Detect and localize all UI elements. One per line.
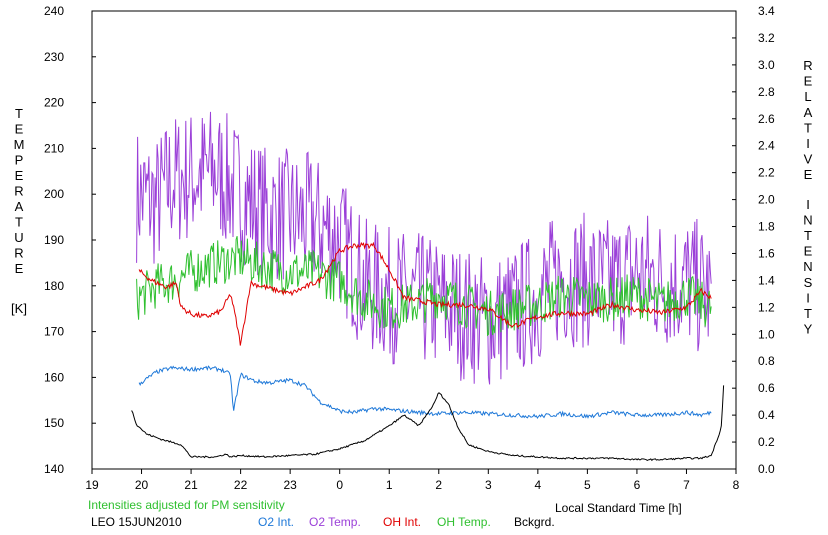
left-tick-label: 240 — [44, 4, 64, 18]
axis-label-letter: E — [15, 122, 24, 137]
left-tick-label: 230 — [44, 50, 64, 64]
left-axis-unit: [K] — [11, 301, 27, 316]
series-o2-temp — [136, 111, 712, 385]
axis-label-letter: S — [804, 275, 813, 290]
right-tick-label: 2.6 — [758, 112, 775, 126]
x-axis-label: Local Standard Time [h] — [555, 501, 682, 515]
x-tick-label: 23 — [283, 478, 297, 492]
axis-label-letter: A — [804, 105, 813, 120]
x-tick-label: 21 — [184, 478, 198, 492]
right-tick-label: 2.0 — [758, 193, 775, 207]
plot-frame — [91, 10, 737, 470]
series-oh-temp — [136, 235, 712, 337]
axis-label-letter: E — [804, 167, 813, 182]
axis-label-letter: I — [806, 136, 810, 151]
x-tick-label: 22 — [234, 478, 248, 492]
axis-label-letter: T — [15, 215, 23, 230]
series-layer — [131, 111, 725, 462]
axis-label-letter: R — [803, 58, 812, 73]
left-axis-ticks: 140 150 160 170 180 190 200 210 220 230 240 — [44, 4, 96, 476]
footnote: Intensities adjusted for PM sensitivity — [88, 498, 285, 512]
right-tick-label: 2.8 — [758, 85, 775, 99]
x-axis-ticks: 19 20 21 22 23 0 1 2 3 4 5 6 7 8 — [85, 469, 740, 492]
left-tick-label: 220 — [44, 96, 64, 110]
x-tick-label: 20 — [135, 478, 149, 492]
axis-label-letter: E — [15, 261, 24, 276]
right-tick-label: 3.2 — [758, 31, 775, 45]
axis-label-letter: A — [15, 199, 24, 214]
right-tick-label: 2.2 — [758, 166, 775, 180]
station-label: LEO 15JUN2010 — [91, 515, 182, 529]
left-tick-label: 200 — [44, 187, 64, 201]
axis-label-letter: E — [804, 244, 813, 259]
right-tick-label: 3.4 — [758, 4, 775, 18]
series-oh-int — [138, 241, 712, 346]
legend-o2-int: O2 Int. — [258, 515, 294, 529]
axis-label-letter: M — [14, 137, 25, 152]
right-tick-label: 0.6 — [758, 381, 775, 395]
axis-label-letter: E — [15, 168, 24, 183]
axis-label-letter: E — [804, 74, 813, 89]
right-axis-ticks: 0.0 0.2 0.4 0.6 0.8 1.0 1.2 1.4 1.6 1.8 2.0 2.2 2.4 2… — [732, 4, 775, 476]
right-tick-label: 2.4 — [758, 139, 775, 153]
left-tick-label: 180 — [44, 279, 64, 293]
left-tick-label: 140 — [44, 462, 64, 476]
right-tick-label: 1.6 — [758, 246, 775, 260]
x-tick-label: 8 — [733, 478, 740, 492]
axis-label-letter: N — [803, 212, 812, 227]
axis-label-letter: I — [806, 290, 810, 305]
right-tick-label: 1.0 — [758, 327, 775, 341]
right-tick-label: 1.4 — [758, 273, 775, 287]
axis-label-letter: I — [806, 197, 810, 212]
series-bckgrd — [131, 385, 725, 462]
right-tick-label: 1.2 — [758, 300, 775, 314]
left-tick-label: 190 — [44, 233, 64, 247]
right-tick-label: 3.0 — [758, 58, 775, 72]
left-tick-label: 150 — [44, 416, 64, 430]
axis-label-letter: T — [804, 120, 812, 135]
legend-oh-temp: OH Temp. — [437, 515, 491, 529]
x-tick-label: 6 — [634, 478, 641, 492]
series-o2-int — [138, 365, 712, 419]
right-tick-label: 0.8 — [758, 354, 775, 368]
axis-label-letter: T — [804, 228, 812, 243]
right-tick-label: 0.4 — [758, 408, 775, 422]
axis-label-letter: P — [15, 153, 24, 168]
axis-label-letter: L — [804, 89, 811, 104]
right-tick-label: 0.2 — [758, 435, 775, 449]
axis-label-letter: R — [14, 184, 23, 199]
axis-label-letter: T — [15, 106, 23, 121]
right-tick-label: 1.8 — [758, 220, 775, 234]
left-tick-label: 210 — [44, 141, 64, 155]
axis-label-letter: N — [803, 259, 812, 274]
axis-label-letter: U — [14, 230, 23, 245]
x-tick-label: 0 — [336, 478, 343, 492]
x-tick-label: 3 — [485, 478, 492, 492]
axis-label-letter: V — [804, 152, 813, 167]
x-tick-label: 1 — [386, 478, 393, 492]
x-tick-label: 19 — [85, 478, 99, 492]
x-tick-label: 7 — [683, 478, 690, 492]
axis-label-letter: R — [14, 246, 23, 261]
axis-label-letter: Y — [804, 322, 813, 337]
x-tick-label: 5 — [584, 478, 591, 492]
x-tick-label: 4 — [535, 478, 542, 492]
legend-oh-int: OH Int. — [383, 515, 421, 529]
axis-label-letter: T — [804, 306, 812, 321]
legend-o2-temp: O2 Temp. — [309, 515, 361, 529]
legend-bckgrd: Bckgrd. — [514, 515, 555, 529]
left-tick-label: 170 — [44, 325, 64, 339]
right-tick-label: 0.0 — [758, 462, 775, 476]
x-tick-label: 2 — [435, 478, 442, 492]
left-tick-label: 160 — [44, 370, 64, 384]
